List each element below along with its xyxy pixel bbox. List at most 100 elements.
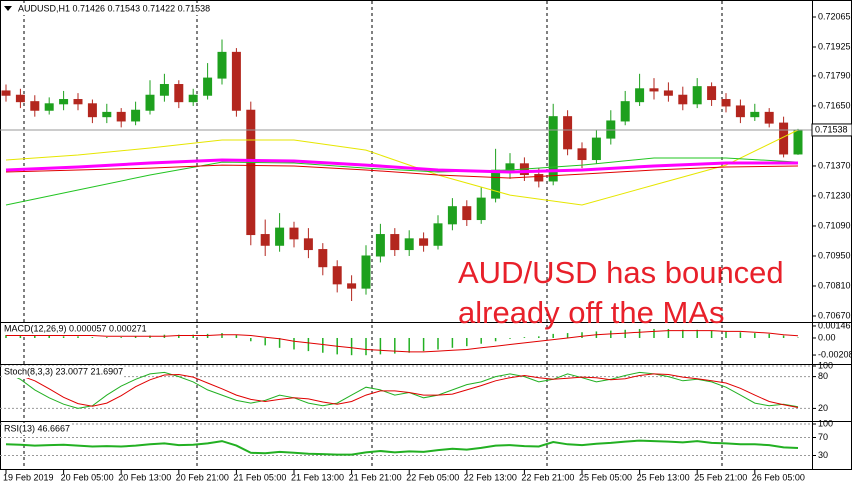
panel-title: RSI(13) 46.6667 bbox=[4, 423, 70, 433]
candle-body bbox=[145, 94, 155, 111]
panel-title: MACD(12,26,9) 0.000057 0.000271 bbox=[4, 323, 147, 333]
x-tick-label: 20 Feb 13:00 bbox=[118, 472, 171, 482]
y-tick-label: 0.71230 bbox=[818, 190, 851, 200]
candle-body bbox=[174, 84, 184, 103]
candle-body bbox=[203, 77, 213, 96]
indicator-line bbox=[6, 330, 799, 353]
candle-body bbox=[447, 206, 457, 225]
x-tick-label: 22 Feb 05:00 bbox=[406, 472, 459, 482]
candle-body bbox=[44, 103, 54, 111]
candle-body bbox=[462, 206, 472, 221]
candle-body bbox=[476, 197, 486, 221]
panel-title-bg bbox=[3, 423, 72, 435]
y-tick-label: 100 bbox=[818, 418, 833, 428]
menu-triangle bbox=[4, 6, 12, 11]
panel-title: AUDUSD,H1 0.71426 0.71543 0.71422 0.7153… bbox=[18, 3, 210, 13]
x-tick-label: 25 Feb 13:00 bbox=[637, 472, 690, 482]
x-tick-label: 22 Feb 21:00 bbox=[521, 472, 574, 482]
candle-body bbox=[217, 51, 227, 79]
y-tick-label: 0.71090 bbox=[818, 220, 851, 230]
candle-body bbox=[678, 94, 688, 105]
last-price-box bbox=[811, 123, 852, 137]
panel-title-bg bbox=[3, 323, 148, 335]
candle-body bbox=[303, 238, 313, 251]
candle-body bbox=[73, 99, 83, 105]
candle-body bbox=[375, 234, 385, 257]
last-price-label: 0.71538 bbox=[815, 124, 848, 134]
panel-title: Stoch(8,3,3) 23.0077 21.6907 bbox=[4, 366, 123, 376]
candle-body bbox=[275, 227, 285, 246]
candle-body bbox=[102, 111, 112, 118]
indicator-line bbox=[5, 371, 799, 409]
y-tick-label: 0.70950 bbox=[818, 250, 851, 260]
day-separators bbox=[23, 1, 723, 469]
y-tick-label: 70 bbox=[818, 432, 828, 442]
candle-body bbox=[620, 101, 630, 122]
indicator-line bbox=[5, 129, 799, 206]
candle-body bbox=[1, 90, 11, 96]
candle-body bbox=[750, 111, 760, 118]
panel-title-bg bbox=[3, 366, 125, 378]
y-tick-label: 0.00 bbox=[818, 332, 836, 342]
chart-frame bbox=[0, 0, 852, 470]
candle-body bbox=[15, 94, 25, 103]
candle-body bbox=[289, 227, 299, 240]
x-tick-label: 21 Feb 13:00 bbox=[291, 472, 344, 482]
candle-body bbox=[793, 129, 803, 155]
x-tick-label: 19 Feb 2019 bbox=[3, 472, 54, 482]
y-tick-label: 0.71790 bbox=[818, 70, 851, 80]
candle-body bbox=[347, 283, 357, 289]
x-tick-label: 21 Feb 05:00 bbox=[233, 472, 286, 482]
candle-body bbox=[87, 103, 97, 118]
annotation: AUD/USD has bounced bbox=[458, 255, 784, 290]
indicator-line bbox=[5, 164, 799, 179]
candle-body bbox=[246, 109, 256, 236]
x-tick-label: 21 Feb 21:00 bbox=[349, 472, 402, 482]
candle-body bbox=[491, 169, 501, 199]
candle-body bbox=[131, 109, 141, 122]
candle-body bbox=[260, 234, 270, 246]
candle-body bbox=[433, 223, 443, 246]
y-tick-label: 0.001466 bbox=[818, 320, 852, 330]
x-tick-label: 26 Feb 05:00 bbox=[752, 472, 805, 482]
y-tick-label: 0.71650 bbox=[818, 100, 851, 110]
candle-body bbox=[188, 94, 198, 103]
candle-body bbox=[332, 266, 342, 285]
y-tick-label: 0.71370 bbox=[818, 160, 851, 170]
x-tick-label: 25 Feb 21:00 bbox=[694, 472, 747, 482]
y-tick-label: 0.71925 bbox=[818, 41, 851, 51]
y-tick-label: 30 bbox=[818, 450, 828, 460]
panel-borders bbox=[0, 0, 852, 470]
candle-body bbox=[59, 99, 69, 105]
candle-body bbox=[707, 86, 717, 101]
y-tick-label: 100 bbox=[818, 360, 833, 370]
candle-body bbox=[390, 234, 400, 251]
candle-body bbox=[577, 148, 587, 161]
candle-body bbox=[548, 116, 558, 182]
indicator-line bbox=[5, 157, 799, 206]
indicator-line bbox=[5, 439, 799, 456]
candle-body bbox=[764, 111, 774, 124]
indicator-line bbox=[5, 158, 798, 174]
candle-body bbox=[692, 86, 702, 105]
candle-body bbox=[231, 51, 241, 111]
candle-body bbox=[591, 137, 601, 161]
x-tick-label: 20 Feb 21:00 bbox=[176, 472, 229, 482]
y-tick-label: -0.002081 bbox=[818, 349, 852, 359]
candle-body bbox=[116, 111, 126, 122]
candle-body bbox=[361, 255, 371, 289]
candle-body bbox=[735, 105, 745, 118]
candle-body bbox=[505, 163, 515, 171]
candle-body bbox=[534, 174, 544, 182]
candle-body bbox=[649, 88, 659, 92]
candle-body bbox=[721, 99, 731, 107]
indicator-line bbox=[5, 373, 799, 408]
y-tick-label: 80 bbox=[818, 371, 828, 381]
annotation: already off the MAs bbox=[458, 295, 725, 330]
candle-body bbox=[318, 249, 328, 268]
y-tick-label: 20 bbox=[818, 403, 828, 413]
candle-body bbox=[404, 238, 414, 251]
x-tick-label: 20 Feb 05:00 bbox=[61, 472, 114, 482]
candle-body bbox=[563, 116, 573, 150]
